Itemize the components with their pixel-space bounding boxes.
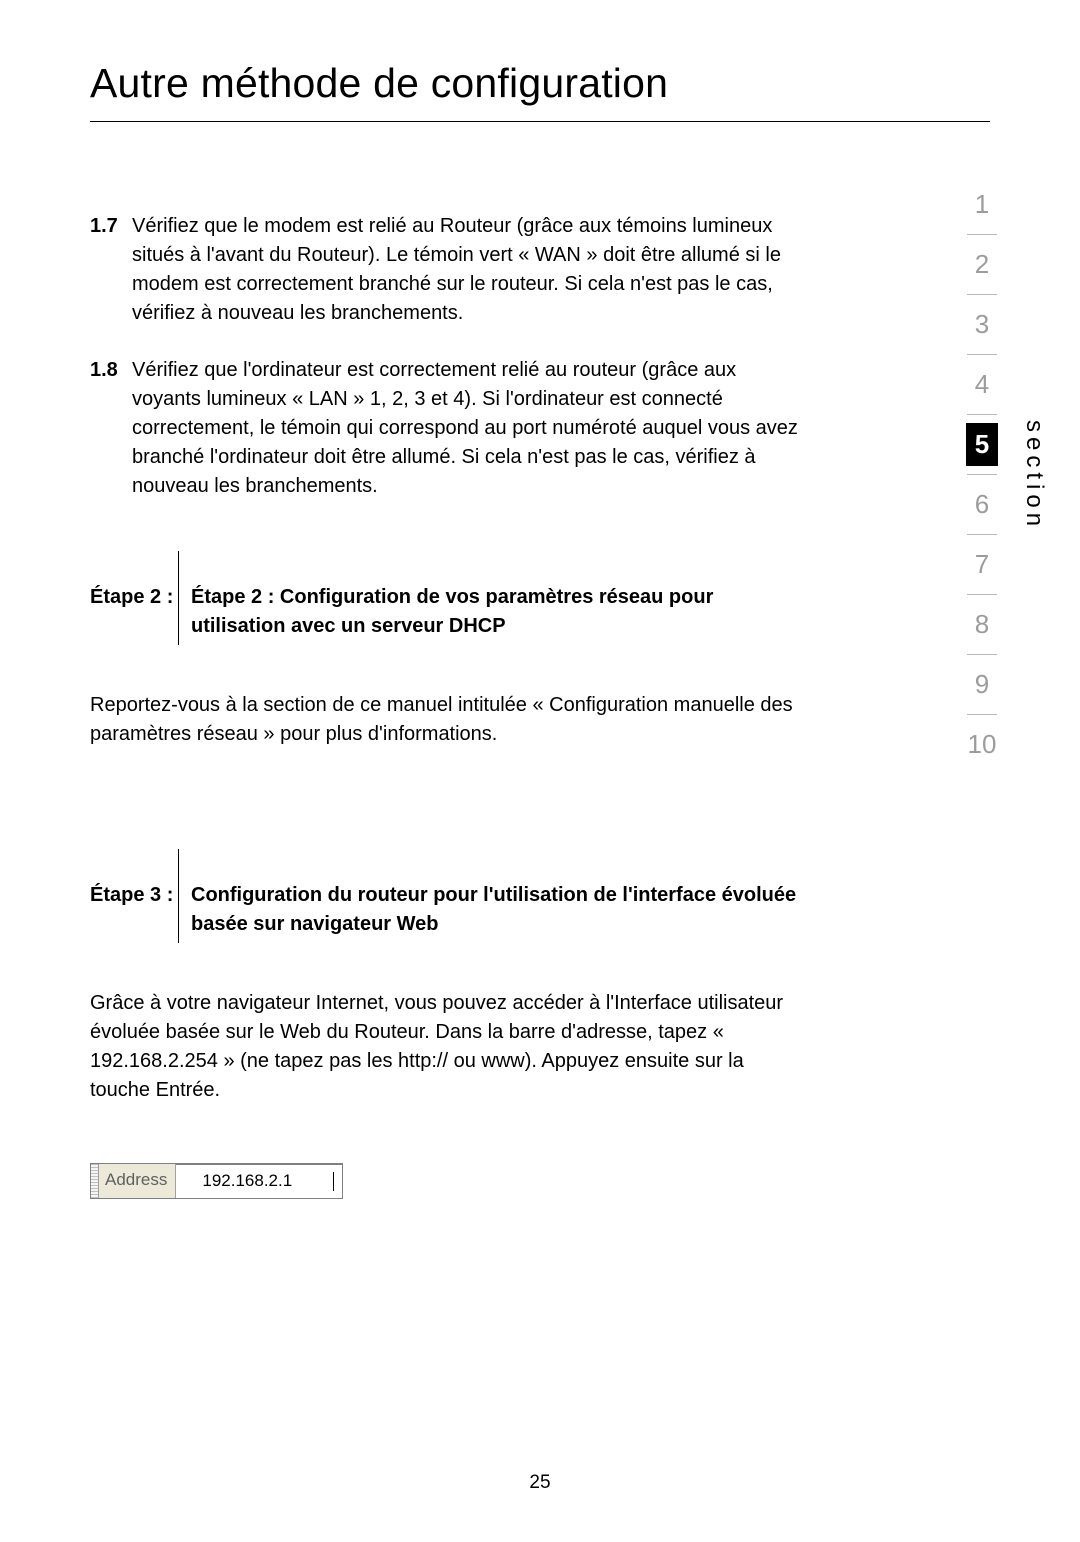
- section-vertical-label: section: [1020, 420, 1048, 531]
- step-2-block: Étape 2 : Étape 2 : Configuration de vos…: [90, 581, 800, 641]
- section-nav-item-6[interactable]: 6: [966, 475, 998, 534]
- list-item: 1.7 Vérifiez que le modem est relié au R…: [90, 212, 800, 328]
- step-title: Configuration du routeur pour l'utilisat…: [191, 879, 800, 939]
- page-title: Autre méthode de configuration: [90, 60, 990, 122]
- address-label: Address: [99, 1164, 176, 1198]
- step-title: Étape 2 : Configuration de vos paramètre…: [191, 581, 800, 641]
- page-number: 25: [0, 1472, 1080, 1494]
- list-item-number: 1.8: [90, 356, 132, 501]
- section-nav-item-9[interactable]: 9: [966, 655, 998, 714]
- step-separator: [178, 551, 179, 645]
- step-heading: Étape 3 : Configuration du routeur pour …: [90, 879, 800, 939]
- section-nav-item-7[interactable]: 7: [966, 535, 998, 594]
- step-separator: [178, 849, 179, 943]
- step-heading: Étape 2 : Étape 2 : Configuration de vos…: [90, 581, 800, 641]
- list-item-number: 1.7: [90, 212, 132, 328]
- section-nav-item-2[interactable]: 2: [966, 235, 998, 294]
- step-3-block: Étape 3 : Configuration du routeur pour …: [90, 879, 800, 939]
- section-nav-divider: [967, 414, 997, 415]
- step-label: Étape 3 :: [90, 879, 178, 910]
- list-item-text: Vérifiez que l'ordinateur est correcteme…: [132, 356, 800, 501]
- section-nav-item-5-active[interactable]: 5: [966, 423, 998, 466]
- step-label: Étape 2 :: [90, 581, 178, 612]
- step-3-paragraph: Grâce à votre navigateur Internet, vous …: [90, 989, 800, 1105]
- section-nav-item-3[interactable]: 3: [966, 295, 998, 354]
- step-2-paragraph: Reportez-vous à la section de ce manuel …: [90, 691, 800, 749]
- content-column: 1.7 Vérifiez que le modem est relié au R…: [90, 212, 800, 1203]
- toolbar-grip-icon: [91, 1164, 99, 1198]
- list-item: 1.8 Vérifiez que l'ordinateur est correc…: [90, 356, 800, 501]
- section-nav-item-1[interactable]: 1: [966, 175, 998, 234]
- section-nav-item-8[interactable]: 8: [966, 595, 998, 654]
- list-item-text: Vérifiez que le modem est relié au Route…: [132, 212, 800, 328]
- page: Autre méthode de configuration 1.7 Vérif…: [0, 0, 1080, 1542]
- address-input[interactable]: 192.168.2.1: [176, 1164, 342, 1198]
- section-nav: 1 2 3 4 5 6 7 8 9 10: [958, 175, 1006, 774]
- browser-address-bar: Address 192.168.2.1: [90, 1163, 343, 1199]
- section-nav-item-4[interactable]: 4: [966, 355, 998, 414]
- section-nav-item-10[interactable]: 10: [966, 715, 998, 774]
